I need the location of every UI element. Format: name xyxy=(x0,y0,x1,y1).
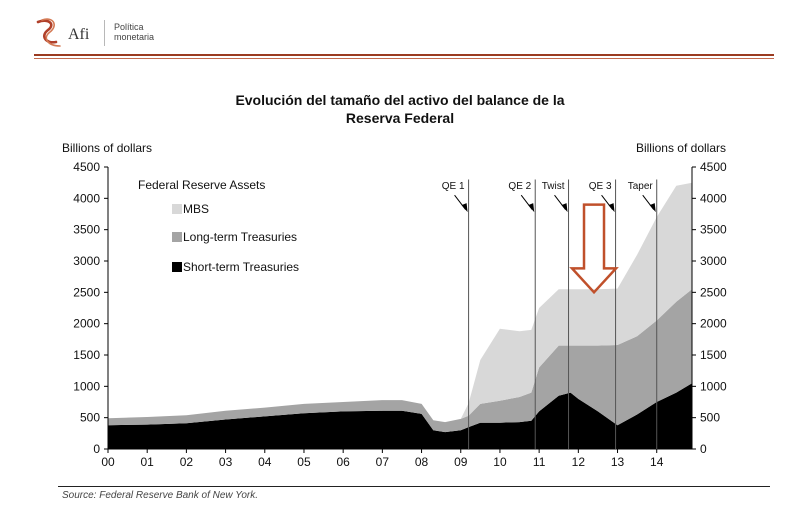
event-label: QE 1 xyxy=(442,181,465,192)
y-tick-label-left: 4500 xyxy=(73,160,100,174)
legend-item-mbs-label: MBS xyxy=(183,202,209,216)
x-tick-label: 04 xyxy=(258,455,272,469)
afi-logo-icon xyxy=(36,18,61,47)
event-pointer-head xyxy=(649,203,656,213)
page-header: Afi Política monetaria xyxy=(34,16,774,50)
x-tick-label: 05 xyxy=(297,455,311,469)
legend-title: Federal Reserve Assets xyxy=(138,178,265,192)
header-divider xyxy=(104,20,105,46)
x-tick-label: 14 xyxy=(650,455,664,469)
x-tick-label: 10 xyxy=(493,455,507,469)
source-note: Source: Federal Reserve Bank of New York… xyxy=(62,490,259,501)
y-tick-label-left: 2000 xyxy=(73,317,100,331)
y-tick-label-right: 4000 xyxy=(700,191,727,205)
event-pointer-head xyxy=(561,203,568,213)
y-tick-label-left: 1500 xyxy=(73,348,100,362)
y-tick-label-left: 500 xyxy=(80,411,100,425)
y-tick-label-right: 1500 xyxy=(700,348,727,362)
y-axis-title-left: Billions of dollars xyxy=(62,141,152,155)
x-tick-label: 06 xyxy=(336,455,350,469)
y-tick-label-left: 3500 xyxy=(73,223,100,237)
down-arrow-icon xyxy=(569,203,619,295)
x-tick-label: 02 xyxy=(180,455,194,469)
legend-item-long-term-swatch xyxy=(172,232,182,242)
event-label: QE 2 xyxy=(508,181,531,192)
chart-title-line2: Reserva Federal xyxy=(345,110,455,126)
x-tick-label: 03 xyxy=(219,455,233,469)
section-label-line2: monetaria xyxy=(114,32,155,42)
source-divider xyxy=(58,486,770,487)
legend-item-short-term-label: Short-term Treasuries xyxy=(183,260,299,274)
y-tick-label-right: 2500 xyxy=(700,285,727,299)
y-tick-label-right: 1000 xyxy=(700,379,727,393)
y-tick-label-right: 2000 xyxy=(700,317,727,331)
event-label: Taper xyxy=(628,181,654,192)
y-tick-label-left: 0 xyxy=(93,442,100,456)
section-label: Política monetaria xyxy=(114,22,234,42)
event-pointer-head xyxy=(608,203,615,213)
x-tick-label: 09 xyxy=(454,455,468,469)
short-term-treasuries-area xyxy=(108,383,692,449)
y-tick-label-right: 0 xyxy=(700,442,707,456)
long-term-treasuries-area xyxy=(108,289,692,433)
y-tick-label-left: 3000 xyxy=(73,254,100,268)
y-tick-label-left: 1000 xyxy=(73,379,100,393)
header-rule-thin xyxy=(34,58,774,59)
event-label: Twist xyxy=(542,181,565,192)
event-pointer-head xyxy=(528,203,535,213)
x-tick-label: 11 xyxy=(533,455,546,469)
y-tick-label-left: 2500 xyxy=(73,285,100,299)
y-tick-label-left: 4000 xyxy=(73,191,100,205)
legend-item-mbs-swatch xyxy=(172,204,182,214)
y-tick-label-right: 4500 xyxy=(700,160,727,174)
legend-item-long-term-label: Long-term Treasuries xyxy=(183,230,297,244)
y-axis-title-right: Billions of dollars xyxy=(636,141,726,155)
x-tick-label: 13 xyxy=(611,455,625,469)
x-tick-label: 00 xyxy=(101,455,115,469)
event-label: QE 3 xyxy=(589,181,612,192)
x-tick-label: 08 xyxy=(415,455,429,469)
y-tick-label-right: 3000 xyxy=(700,254,727,268)
x-tick-label: 12 xyxy=(572,455,586,469)
x-tick-label: 01 xyxy=(141,455,155,469)
x-tick-label: 07 xyxy=(376,455,390,469)
header-rule xyxy=(34,54,774,56)
mbs-area xyxy=(108,182,692,423)
section-label-line1: Política xyxy=(114,22,144,32)
y-tick-label-right: 3500 xyxy=(700,223,727,237)
y-tick-label-right: 500 xyxy=(700,411,720,425)
chart-title-line1: Evolución del tamaño del activo del bala… xyxy=(235,92,565,108)
brand-name: Afi xyxy=(68,26,90,43)
legend-item-short-term-swatch xyxy=(172,262,182,272)
event-pointer-head xyxy=(461,203,468,213)
